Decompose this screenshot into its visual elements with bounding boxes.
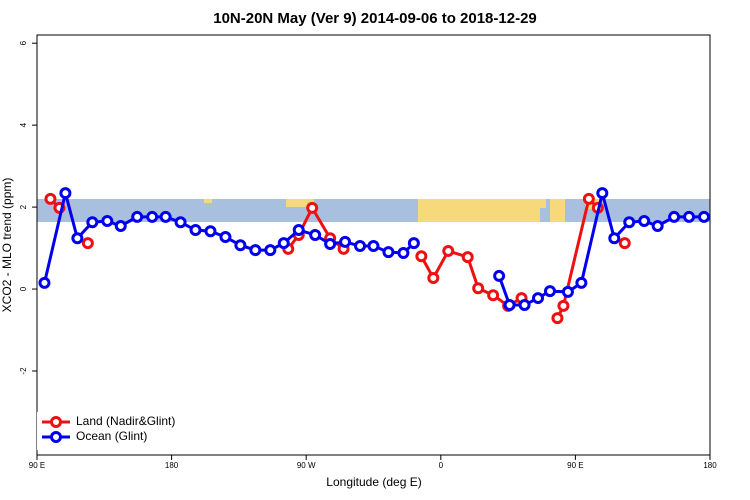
- y-tick-label: 4: [19, 122, 28, 127]
- point: [324, 237, 337, 250]
- point: [415, 250, 428, 263]
- y-tick-label: -2: [19, 367, 28, 375]
- point: [264, 244, 277, 257]
- point: [306, 201, 319, 214]
- point: [683, 210, 696, 223]
- point: [219, 231, 232, 244]
- point: [493, 269, 506, 282]
- point: [596, 187, 609, 200]
- point: [101, 215, 114, 228]
- land-patch: [204, 199, 212, 203]
- point: [44, 192, 57, 205]
- legend-box: [37, 412, 187, 450]
- x-tick-label: 180: [703, 461, 717, 470]
- point: [608, 232, 621, 245]
- point: [557, 299, 570, 312]
- point: [367, 240, 380, 253]
- point: [543, 285, 556, 298]
- point: [81, 237, 94, 250]
- y-tick-label: 6: [19, 40, 28, 45]
- legend-label: Ocean (Glint): [76, 429, 147, 443]
- point: [146, 210, 159, 223]
- map-band: [37, 199, 710, 222]
- point: [561, 285, 574, 298]
- sea-patch: [540, 208, 552, 222]
- point: [114, 219, 127, 232]
- x-tick-label: 90 E: [29, 461, 45, 470]
- point: [292, 224, 305, 237]
- land-patch: [550, 199, 565, 222]
- point: [86, 216, 99, 229]
- y-axis-label: XCO2 - MLO trend (ppm): [0, 178, 14, 313]
- point: [382, 246, 395, 259]
- point: [532, 292, 545, 305]
- point: [487, 289, 500, 302]
- legend-marker: [50, 416, 62, 428]
- plot-frame: [36, 34, 711, 456]
- point: [461, 251, 474, 264]
- point: [518, 299, 531, 312]
- point: [354, 240, 367, 253]
- point: [71, 232, 84, 245]
- point: [38, 276, 51, 289]
- x-tick-label: 90 W: [297, 461, 316, 470]
- point: [131, 210, 144, 223]
- point: [623, 216, 636, 229]
- point: [277, 237, 290, 250]
- point: [668, 210, 681, 223]
- point: [339, 235, 352, 248]
- point: [397, 246, 410, 259]
- point: [575, 276, 588, 289]
- point: [159, 210, 172, 223]
- legend-label: Land (Nadir&Glint): [76, 414, 175, 428]
- point: [309, 228, 322, 241]
- point: [204, 225, 217, 238]
- legend-marker: [50, 431, 62, 443]
- point: [189, 224, 202, 237]
- point: [59, 187, 72, 200]
- chart-title: 10N-20N May (Ver 9) 2014-09-06 to 2018-1…: [213, 10, 537, 27]
- x-tick-label: 90 E: [567, 461, 583, 470]
- point: [503, 299, 516, 312]
- point: [551, 312, 564, 325]
- x-tick-label: 0: [439, 461, 444, 470]
- point: [472, 282, 485, 295]
- land-patch: [286, 199, 314, 207]
- y-tick-label: 0: [19, 286, 28, 291]
- x-tick-label: 180: [165, 461, 179, 470]
- point: [249, 244, 262, 257]
- point: [174, 216, 187, 229]
- point: [638, 215, 651, 228]
- point: [618, 237, 631, 250]
- y-tick-label: 2: [19, 204, 28, 209]
- point: [234, 239, 247, 252]
- x-axis-label: Longitude (deg E): [326, 475, 421, 489]
- point: [442, 244, 455, 257]
- point: [698, 210, 711, 223]
- point: [582, 192, 595, 205]
- point: [427, 271, 440, 284]
- point: [407, 237, 420, 250]
- point: [651, 219, 664, 232]
- land-patch: [418, 199, 546, 222]
